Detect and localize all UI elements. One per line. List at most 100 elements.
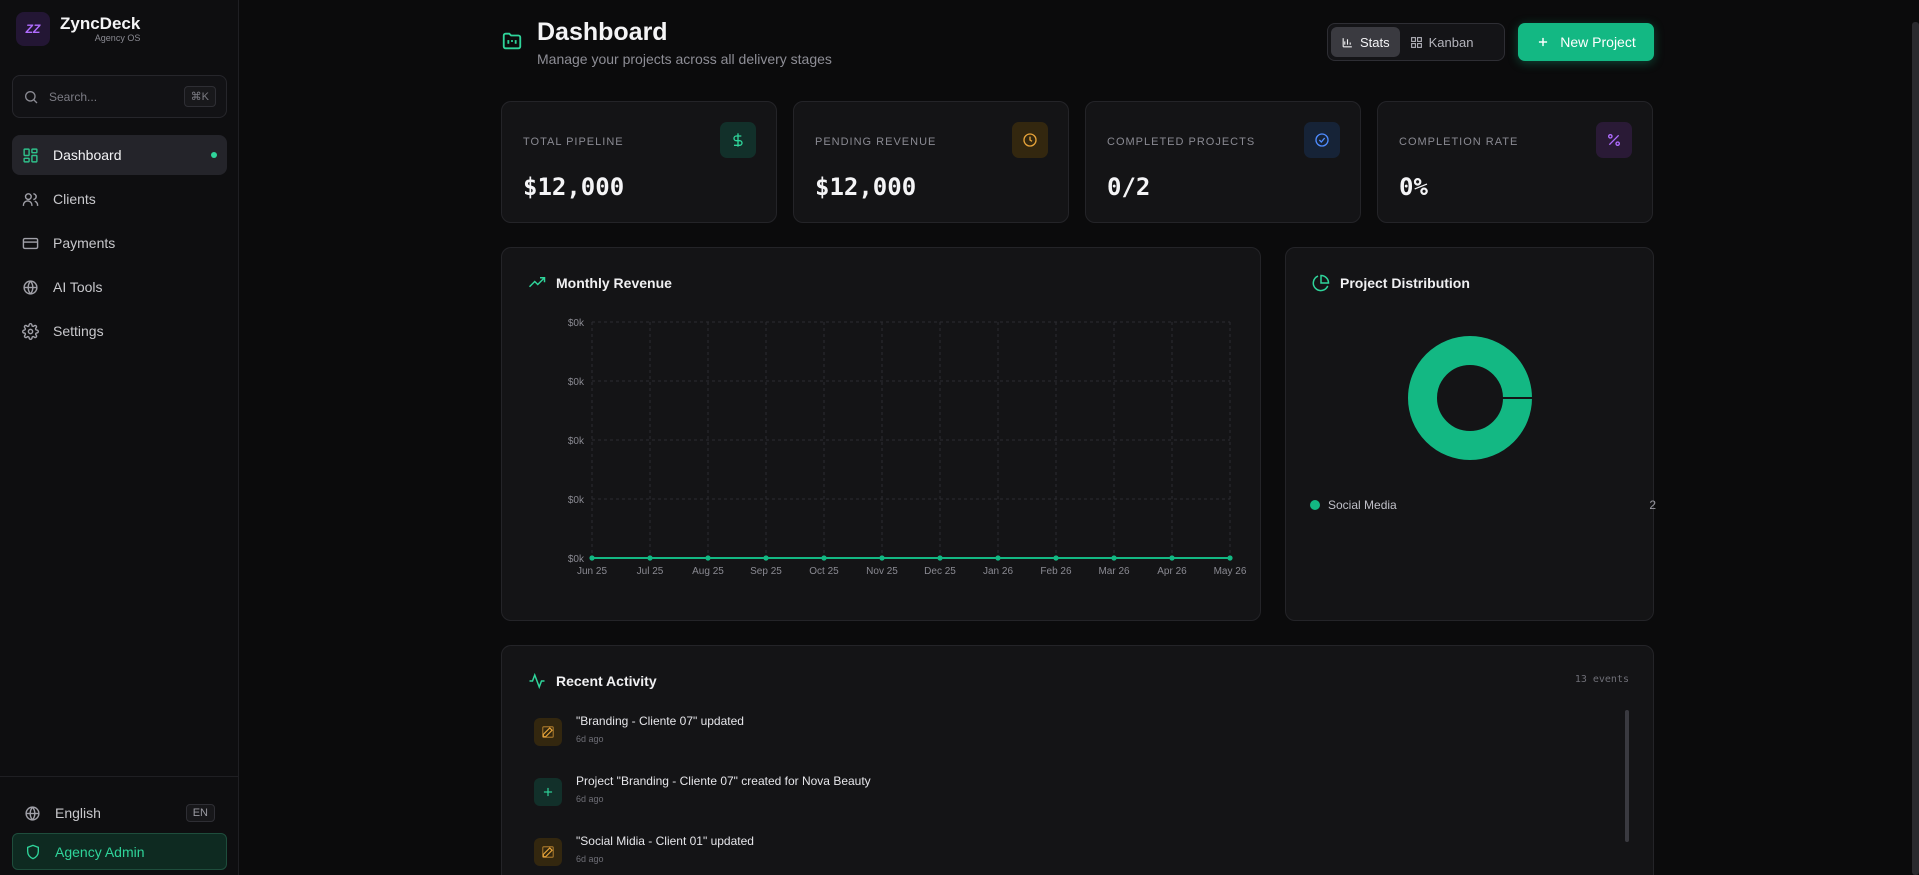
view-toggle: Stats Kanban (1327, 23, 1505, 61)
panel-title-text: Monthly Revenue (556, 275, 672, 291)
y-tick-label: $0k (568, 436, 585, 447)
kanban-folder-icon (502, 32, 522, 50)
page-title: Dashboard (537, 18, 668, 46)
panel-title-text: Recent Activity (556, 673, 657, 689)
language-label: English (55, 805, 101, 821)
recent-activity-title: Recent Activity (528, 672, 657, 690)
pie-chart-icon (1312, 274, 1330, 292)
monthly-revenue-title: Monthly Revenue (528, 274, 672, 292)
activity-item[interactable]: "Social Midia - Client 01" updated 6d ag… (534, 834, 754, 866)
stat-card-completed-projects: COMPLETED PROJECTS 0/2 (1085, 101, 1361, 223)
kanban-view-button[interactable]: Kanban (1400, 27, 1484, 57)
new-project-label: New Project (1560, 34, 1636, 50)
sidebar-item-label: AI Tools (53, 279, 103, 295)
x-tick-label: Nov 25 (866, 566, 898, 577)
project-distribution-panel: Project Distribution Social Media 2 (1285, 247, 1656, 621)
data-point (1169, 555, 1175, 561)
data-point (589, 555, 595, 561)
panel-title-text: Project Distribution (1340, 275, 1470, 291)
monthly-revenue-panel: Monthly Revenue $0k $0k $0k $0k $0k Jun 25 Jul… (501, 247, 1261, 621)
dollar-icon (720, 122, 756, 158)
y-tick-label: $0k (568, 377, 585, 388)
legend-count: 2 (1649, 498, 1656, 512)
x-tick-label: Jul 25 (637, 566, 664, 577)
search-placeholder: Search... (49, 89, 98, 104)
brand-name: ZyncDeck (60, 14, 141, 33)
brand[interactable]: ZZ ZyncDeck Agency OS (16, 12, 140, 46)
shield-icon (27, 844, 39, 859)
sidebar-item-ai-tools[interactable]: AI Tools (12, 267, 227, 307)
role-label: Agency Admin (55, 843, 145, 860)
language-code-badge: EN (185, 804, 215, 822)
dashboard-icon (23, 147, 38, 163)
language-selector[interactable]: English EN (12, 797, 227, 829)
activity-time: 6d ago (576, 794, 604, 804)
sidebar-nav: Dashboard Clients Payments AI Tools Sett… (12, 135, 227, 355)
page-scrollbar[interactable] (1912, 22, 1919, 875)
activity-text: Project "Branding - Cliente 07" created … (576, 774, 871, 788)
activity-time: 6d ago (576, 734, 604, 744)
sidebar-item-label: Payments (53, 235, 116, 251)
activity-time: 6d ago (576, 854, 604, 864)
active-indicator (211, 152, 217, 158)
stat-label: TOTAL PIPELINE (523, 136, 624, 148)
activity-item[interactable]: Project "Branding - Cliente 07" created … (534, 774, 871, 806)
page-subtitle: Manage your projects across all delivery… (537, 51, 832, 67)
stat-value: 0/2 (1107, 173, 1151, 201)
x-tick-label: Oct 25 (809, 566, 839, 577)
sidebar-item-dashboard[interactable]: Dashboard (12, 135, 227, 175)
x-tick-label: May 26 (1214, 566, 1247, 577)
data-point (879, 555, 885, 561)
sidebar-footer: English EN Agency Admin (0, 776, 239, 870)
search-input[interactable]: Search... ⌘K (12, 75, 227, 118)
x-tick-label: Dec 25 (924, 566, 956, 577)
events-count: 13 events (1574, 674, 1629, 685)
activity-icon (529, 672, 545, 690)
donut-inner-edge (1437, 365, 1503, 431)
sidebar-item-clients[interactable]: Clients (12, 179, 227, 219)
plus-icon (534, 778, 562, 806)
sidebar-item-label: Clients (53, 191, 96, 207)
project-distribution-title: Project Distribution (1312, 274, 1470, 292)
globe-icon (25, 805, 40, 821)
activity-text: "Branding - Cliente 07" updated (576, 714, 744, 728)
agency-admin-button[interactable]: Agency Admin (12, 833, 227, 870)
clock-icon (1012, 122, 1048, 158)
stat-label: COMPLETION RATE (1399, 136, 1519, 148)
stat-value: $12,000 (523, 173, 625, 201)
data-point (937, 555, 943, 561)
stats-view-button[interactable]: Stats (1331, 27, 1400, 57)
stat-card-total-pipeline: TOTAL PIPELINE $12,000 (501, 101, 777, 223)
data-point (1227, 555, 1233, 561)
stat-card-pending-revenue: PENDING REVENUE $12,000 (793, 101, 1069, 223)
trending-up-icon (528, 277, 546, 288)
sidebar-item-label: Settings (53, 323, 104, 339)
activity-item[interactable]: "Branding - Cliente 07" updated 6d ago (534, 714, 744, 746)
credit-card-icon (22, 237, 39, 249)
x-tick-label: Sep 25 (750, 566, 782, 577)
y-tick-label: $0k (568, 495, 585, 506)
stat-value: $12,000 (815, 173, 917, 201)
project-distribution-donut (1408, 336, 1532, 460)
gear-icon (22, 322, 39, 340)
stat-label: PENDING REVENUE (815, 136, 937, 148)
new-project-button[interactable]: New Project (1518, 23, 1654, 61)
data-point (995, 555, 1001, 561)
sidebar-item-settings[interactable]: Settings (12, 311, 227, 351)
data-point (763, 555, 769, 561)
sidebar-item-payments[interactable]: Payments (12, 223, 227, 263)
data-point (647, 555, 653, 561)
stats-view-label: Stats (1360, 34, 1390, 50)
edit-icon (534, 838, 562, 866)
kanban-view-label: Kanban (1428, 34, 1474, 50)
x-tick-label: Jan 26 (983, 566, 1013, 577)
plus-icon (1539, 37, 1548, 47)
x-tick-label: Apr 26 (1157, 566, 1187, 577)
activity-text: "Social Midia - Client 01" updated (576, 834, 754, 848)
users-icon (22, 192, 39, 206)
check-circle-icon (1304, 122, 1340, 158)
data-point (1053, 555, 1059, 561)
activity-scrollbar[interactable] (1625, 710, 1629, 842)
x-tick-label: Mar 26 (1098, 566, 1130, 577)
